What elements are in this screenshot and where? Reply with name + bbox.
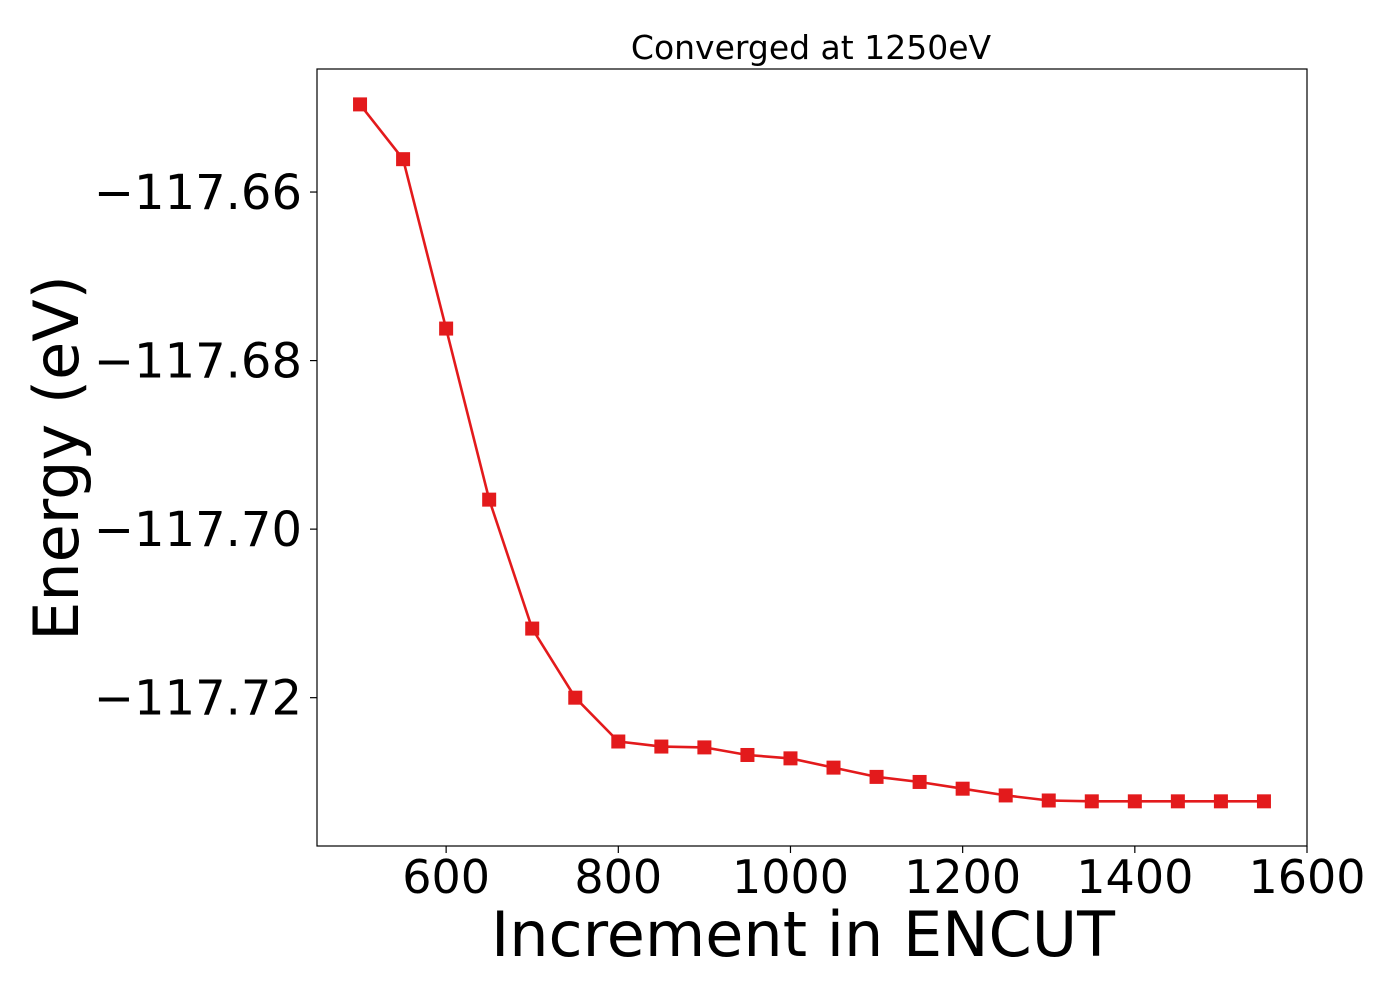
x-tick-label: 1600: [1248, 850, 1365, 904]
data-point: [740, 747, 755, 762]
data-point: [1041, 793, 1056, 808]
data-point: [1127, 794, 1142, 809]
y-tick-label: −117.66: [94, 165, 302, 221]
y-axis-label: Energy (eV): [20, 275, 93, 641]
x-axis-label: Increment in ENCUT: [491, 898, 1116, 971]
x-tick-label: 1400: [1076, 850, 1193, 904]
x-axis-ticks: 600 800 1000 1200 1400 1600: [402, 846, 1366, 904]
data-point: [783, 751, 798, 766]
data-point: [482, 492, 497, 507]
chart-title: Converged at 1250eV: [631, 28, 992, 67]
x-tick-label: 1200: [904, 850, 1021, 904]
series-layer: [353, 97, 1271, 809]
data-point: [912, 774, 927, 789]
data-point: [697, 740, 712, 755]
data-point: [439, 321, 454, 336]
x-tick-label: 600: [402, 850, 490, 904]
y-axis-ticks: −117.66 −117.68 −117.70 −117.72: [94, 165, 317, 727]
data-point: [654, 739, 669, 754]
data-point: [568, 690, 583, 705]
data-point: [396, 152, 411, 167]
data-point: [998, 788, 1013, 803]
data-point: [353, 97, 368, 112]
y-tick-label: −117.68: [94, 334, 302, 390]
axes-frame: [316, 68, 1308, 847]
data-point: [525, 621, 540, 636]
data-point: [955, 781, 970, 796]
y-tick-label: −117.70: [94, 502, 302, 558]
x-tick-label: 800: [574, 850, 662, 904]
data-point: [869, 769, 884, 784]
data-point: [1084, 794, 1099, 809]
data-point: [826, 760, 841, 775]
series-line: [358, 103, 1264, 803]
data-point: [1213, 794, 1228, 809]
plot-area: 600 800 1000 1200 1400 1600 −117.66−117.68−11…: [94, 68, 1366, 904]
data-point: [1170, 794, 1185, 809]
data-point: [611, 734, 626, 749]
y-tick-label: −117.72: [94, 671, 302, 727]
data-point: [1256, 794, 1271, 809]
x-tick-label: 1000: [732, 850, 849, 904]
